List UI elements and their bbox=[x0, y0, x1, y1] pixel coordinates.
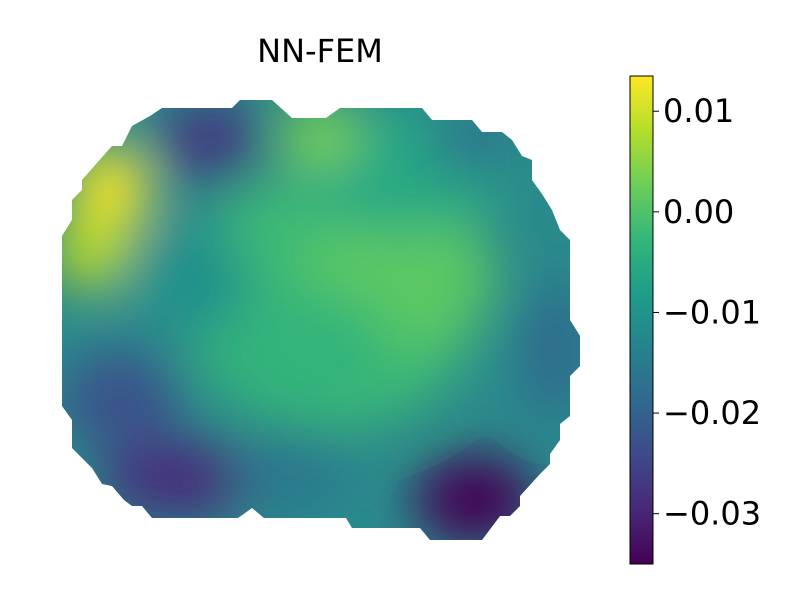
field-region bbox=[280, 100, 360, 170]
field-region bbox=[155, 100, 265, 180]
field-region bbox=[520, 280, 580, 420]
field-region bbox=[130, 225, 250, 335]
colorbar-tick-label: 0.01 bbox=[663, 92, 734, 130]
field-region bbox=[430, 115, 510, 175]
chart-title: NN-FEM bbox=[257, 32, 383, 70]
colorbar: 0.01 0.00 −0.01 −0.02 −0.03 bbox=[629, 75, 761, 565]
colorbar-tick-label: −0.02 bbox=[663, 394, 761, 432]
field-region bbox=[210, 290, 390, 410]
colorbar-gradient bbox=[629, 75, 654, 565]
colorbar-tick-label: −0.03 bbox=[663, 495, 761, 533]
field-region bbox=[62, 350, 180, 450]
field-region bbox=[62, 210, 125, 290]
colorbar-tick-label: −0.01 bbox=[663, 293, 761, 331]
field-region bbox=[235, 425, 345, 515]
field-region bbox=[415, 455, 535, 540]
field-region bbox=[100, 440, 260, 520]
colorbar-tick-label: 0.00 bbox=[663, 193, 734, 231]
colorbar-ticks: 0.01 0.00 −0.01 −0.02 −0.03 bbox=[653, 92, 761, 533]
heatmap-field bbox=[62, 100, 580, 540]
